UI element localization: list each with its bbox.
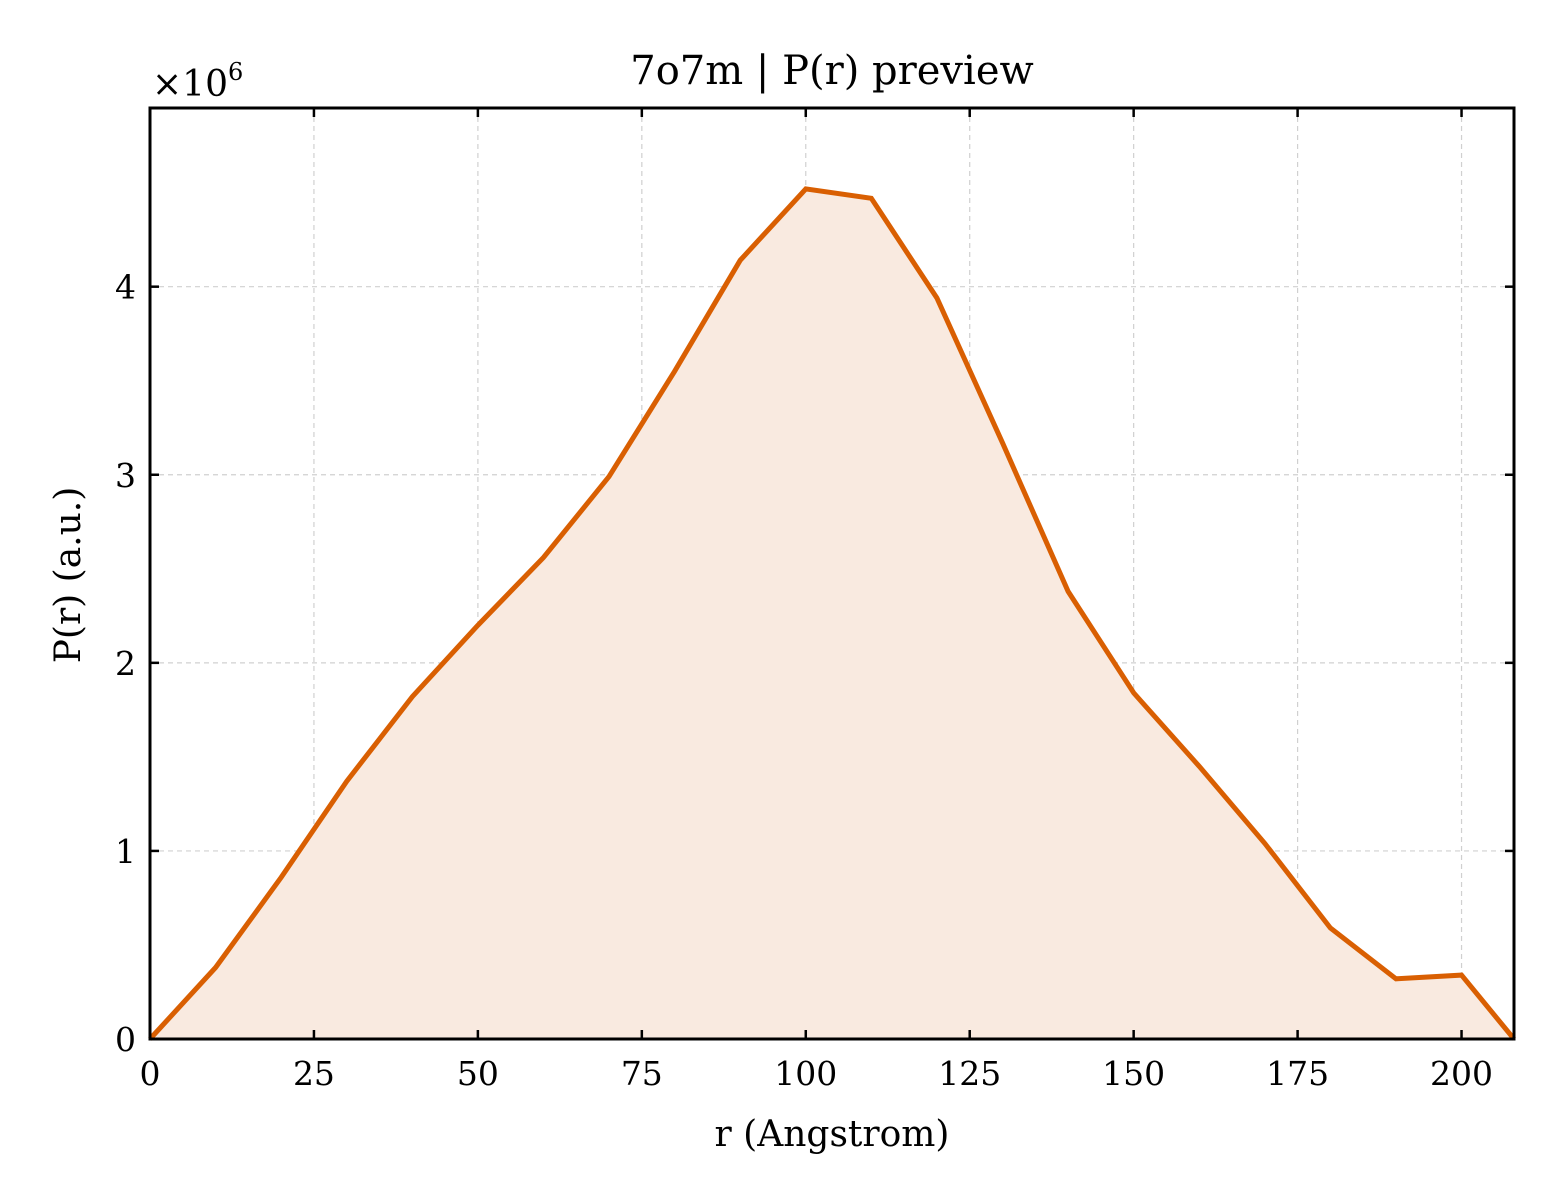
x-tick-label: 150 <box>1102 1054 1165 1093</box>
x-tick-label: 25 <box>293 1054 335 1093</box>
x-tick-label: 50 <box>457 1054 499 1093</box>
pr-series-line <box>148 186 1516 1041</box>
x-tick-label: 200 <box>1430 1054 1493 1093</box>
x-tick-label: 125 <box>938 1054 1001 1093</box>
x-tick-label: 175 <box>1266 1054 1329 1093</box>
y-axis-label: P(r) (a.u.) <box>48 487 89 664</box>
x-axis-label: r (Angstrom) <box>715 1114 950 1155</box>
y-scale-exponent: 6 <box>228 58 243 86</box>
pr-area-fill <box>150 188 1514 1039</box>
y-scale-base: ×10 <box>152 64 228 105</box>
y-tick-label: 1 <box>115 832 136 871</box>
y-tick-label: 3 <box>115 456 136 495</box>
x-tick-label: 75 <box>621 1054 663 1093</box>
x-tick-label: 0 <box>140 1054 161 1093</box>
y-tick-label: 4 <box>115 268 136 307</box>
plot-frame <box>148 106 1516 1041</box>
chart-title: 7o7m | P(r) preview <box>630 48 1033 94</box>
y-tick-label: 2 <box>115 644 136 683</box>
axis-ticks: 0 25 50 75 100 125 150 175 200 0 1 2 3 4 <box>115 108 1514 1093</box>
y-tick-label: 0 <box>115 1020 136 1059</box>
x-tick-label: 100 <box>774 1054 837 1093</box>
y-scale-multiplier: ×106 <box>152 58 243 105</box>
